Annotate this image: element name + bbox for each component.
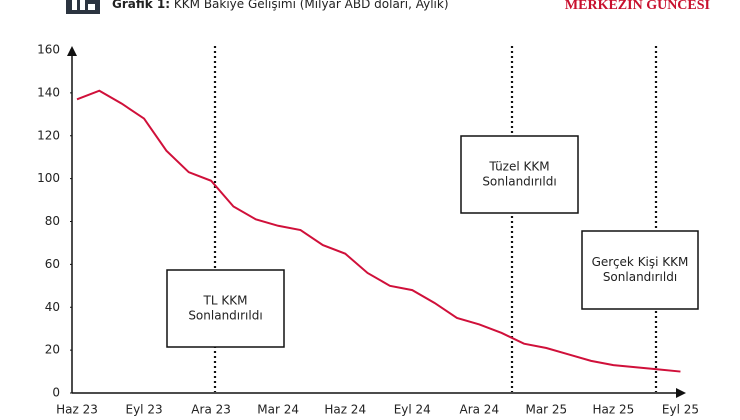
chart-title: Grafik 1: KKM Bakiye Gelişimi (Milyar AB… xyxy=(112,0,449,11)
x-tick-label: Eyl 23 xyxy=(125,403,162,417)
x-arrow xyxy=(676,388,686,398)
annotation-text: Tüzel KKM xyxy=(488,160,549,174)
data-line xyxy=(76,89,681,373)
annotation-text: TL KKM xyxy=(203,294,248,308)
y-arrow xyxy=(67,46,77,56)
annotation-text: Sonlandırıldı xyxy=(188,309,262,323)
x-tick-label: Eyl 25 xyxy=(662,403,699,417)
y-tick-label: 160 xyxy=(37,43,60,57)
logo-icon xyxy=(66,0,100,14)
brand: MERKEZİN GÜNCESİ xyxy=(565,0,710,13)
y-tick-label: 60 xyxy=(45,257,60,271)
y-tick-label: 40 xyxy=(45,300,60,314)
y-tick-label: 20 xyxy=(45,343,60,357)
y-tick-label: 0 xyxy=(52,386,60,400)
annotation-text: Gerçek Kişi KKM xyxy=(592,255,689,269)
y-tick-label: 120 xyxy=(37,128,60,142)
x-tick-label: Mar 25 xyxy=(525,403,567,417)
y-tick-label: 100 xyxy=(37,171,60,185)
y-tick-label: 80 xyxy=(45,214,60,228)
title-label: Grafik 1: xyxy=(112,0,170,11)
annotation-box xyxy=(460,135,579,214)
annotation-box xyxy=(166,269,285,348)
annotation-box xyxy=(581,230,699,310)
annotation-text: Sonlandırıldı xyxy=(603,270,677,284)
x-tick-label: Ara 23 xyxy=(191,403,231,417)
title-text: KKM Bakiye Gelişimi (Milyar ABD doları, … xyxy=(174,0,449,11)
x-tick-label: Haz 24 xyxy=(324,403,366,417)
x-tick-label: Mar 24 xyxy=(257,403,299,417)
annotation-text: Sonlandırıldı xyxy=(482,175,556,189)
x-tick-label: Haz 23 xyxy=(56,403,98,417)
x-tick-label: Haz 25 xyxy=(593,403,635,417)
y-tick-label: 140 xyxy=(37,85,60,99)
x-tick-label: Ara 24 xyxy=(460,403,500,417)
x-tick-label: Eyl 24 xyxy=(394,403,431,417)
